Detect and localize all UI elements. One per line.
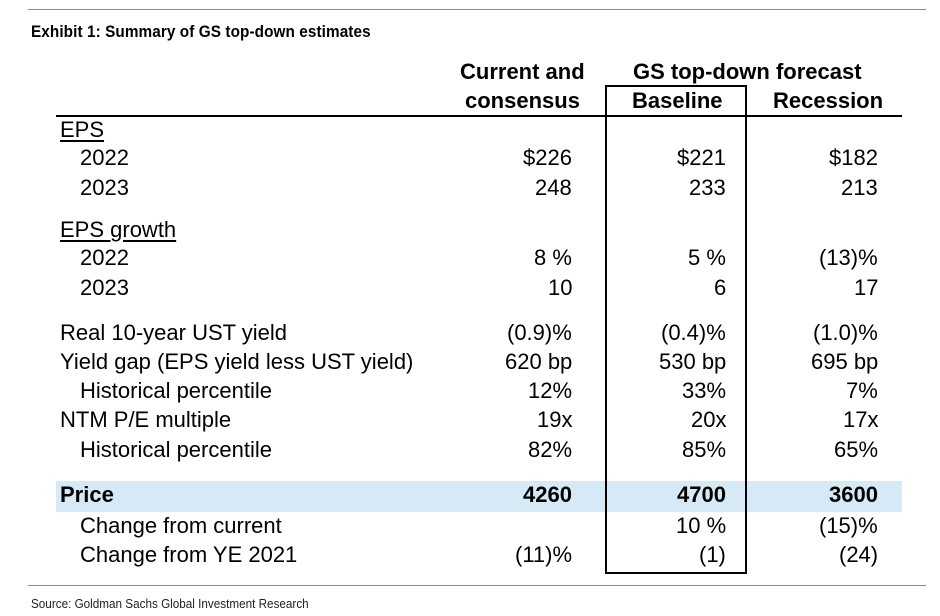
recession-value: 7% xyxy=(846,378,878,403)
source-note: Source: Goldman Sachs Global Investment … xyxy=(31,596,309,611)
table-row-price: Price 4260 4700 3600 xyxy=(0,482,940,512)
table-row: Change from YE 2021 (11)% (1) (24) xyxy=(0,542,940,572)
header-current-line1: Current and xyxy=(460,59,585,84)
current-value: 10 xyxy=(548,275,573,300)
table-row: Real 10-year UST yield (0.9)% (0.4)% (1.0)% xyxy=(0,320,940,350)
baseline-value: (1) xyxy=(699,542,726,567)
current-value: 8 % xyxy=(534,245,572,270)
current-value: 19x xyxy=(537,407,573,432)
current-value: 248 xyxy=(535,175,572,200)
row-label: EPS xyxy=(60,117,105,142)
baseline-value: 20x xyxy=(691,407,727,432)
recession-value: $182 xyxy=(829,145,878,170)
header-forecast-group: GS top-down forecast xyxy=(633,59,862,84)
current-value: 620 bp xyxy=(505,349,573,374)
top-rule xyxy=(28,9,926,10)
baseline-value: 5 % xyxy=(688,245,726,270)
recession-value: 213 xyxy=(841,175,878,200)
recession-value: (1.0)% xyxy=(813,320,878,345)
recession-value: 3600 xyxy=(829,482,878,507)
row-label: Real 10-year UST yield xyxy=(60,320,288,345)
baseline-value: 33% xyxy=(682,378,727,403)
table-row: EPS growth xyxy=(0,217,940,247)
current-value: 82% xyxy=(528,437,573,462)
row-label: Historical percentile xyxy=(80,437,272,462)
recession-value: (15)% xyxy=(819,513,878,538)
header-rule xyxy=(56,115,902,117)
baseline-value: 4700 xyxy=(677,482,726,507)
recession-value: 17x xyxy=(843,407,879,432)
table-row: NTM P/E multiple 19x 20x 17x xyxy=(0,407,940,437)
table-row: 2023 248 233 213 xyxy=(0,175,940,205)
current-value: (0.9)% xyxy=(507,320,572,345)
row-label: Yield gap (EPS yield less UST yield) xyxy=(60,349,414,374)
table-row: 2022 $226 $221 $182 xyxy=(0,145,940,175)
header-current-line2: consensus xyxy=(465,88,580,113)
header-baseline: Baseline xyxy=(632,88,723,113)
row-label: Historical percentile xyxy=(80,378,272,403)
recession-value: (13)% xyxy=(819,245,878,270)
price-row-highlight xyxy=(56,481,902,512)
current-value: 12% xyxy=(528,378,573,403)
baseline-value: $221 xyxy=(677,145,726,170)
baseline-value: 6 xyxy=(714,275,727,300)
table-row: EPS xyxy=(0,117,940,147)
row-label: Change from current xyxy=(80,513,282,538)
table-row: Historical percentile 12% 33% 7% xyxy=(0,378,940,408)
header-recession: Recession xyxy=(773,88,884,113)
row-label: 2023 xyxy=(80,175,129,200)
current-value: $226 xyxy=(523,145,572,170)
row-label: 2022 xyxy=(80,245,129,270)
row-label: 2022 xyxy=(80,145,129,170)
row-label: 2023 xyxy=(80,275,129,300)
row-label: Change from YE 2021 xyxy=(80,542,298,567)
baseline-column-box xyxy=(605,85,747,574)
table-row: Historical percentile 82% 85% 65% xyxy=(0,437,940,467)
baseline-value: 85% xyxy=(682,437,727,462)
bottom-rule xyxy=(28,585,926,586)
exhibit-title: Exhibit 1: Summary of GS top-down estima… xyxy=(31,22,371,41)
table-row: Change from current 10 % (15)% xyxy=(0,513,940,543)
row-label: EPS growth xyxy=(60,217,177,242)
table-row: Yield gap (EPS yield less UST yield) 620 … xyxy=(0,349,940,379)
row-label: NTM P/E multiple xyxy=(60,407,232,432)
recession-value: (24) xyxy=(839,542,879,567)
current-value: 4260 xyxy=(523,482,572,507)
recession-value: 17 xyxy=(854,275,879,300)
table-row: 2022 8 % 5 % (13)% xyxy=(0,245,940,275)
baseline-value: 233 xyxy=(689,175,726,200)
baseline-value: 530 bp xyxy=(659,349,727,374)
recession-value: 695 bp xyxy=(811,349,879,374)
table-row: 2023 10 6 17 xyxy=(0,275,940,305)
recession-value: 65% xyxy=(834,437,879,462)
current-value: (11)% xyxy=(515,542,573,567)
baseline-value: 10 % xyxy=(676,513,727,538)
baseline-value: (0.4)% xyxy=(661,320,726,345)
row-label: Price xyxy=(60,482,114,507)
